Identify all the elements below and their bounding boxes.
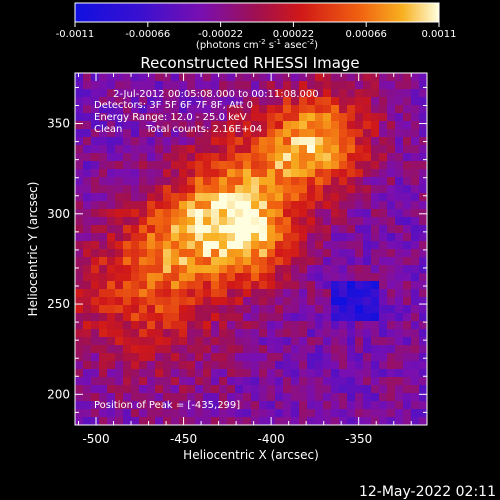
y-tick-label: 200 [47,387,70,401]
x-tick-label: -400 [258,432,285,446]
axis-ticks: -500 -450 -400 -350 200 250 300 350 [47,73,427,446]
colorbar-tick-label: 0.00022 [273,29,314,40]
y-tick-label: 250 [47,297,70,311]
annotation-detectors: Detectors: 3F 5F 6F 7F 8F, Att 0 [94,100,253,111]
annotation-total-counts: Total counts: 2.16E+04 [145,124,262,135]
colorbar-tick-label: -0.00066 [125,29,170,40]
annotation-peak-position: Position of Peak = [-435,299] [94,400,240,411]
colorbar-gradient [74,2,440,23]
annotation-energy-range: Energy Range: 12.0 - 25.0 keV [94,112,247,123]
colorbar-tick-label: 0.0011 [422,29,457,40]
plot-frame [74,72,428,426]
x-axis-label: Heliocentric X (arcsec) [183,448,319,462]
colorbar: -0.0011 -0.00066 -0.00022 0.00022 0.00066 0.0… [56,2,457,51]
x-tick-label: -500 [82,432,109,446]
heatmap-image [75,73,427,425]
colorbar-unit-label: (photons cm-2 s-1 asec-2) [196,38,318,51]
colorbar-tick-label: 0.00066 [346,29,387,40]
colorbar-ticks: -0.0011 -0.00066 -0.00022 0.00022 0.00066 0.0… [56,22,457,40]
chart-title: Reconstructed RHESSI Image [140,54,359,72]
annotation-clean: Clean [94,124,122,135]
annotation-time-range: 2-Jul-2012 00:05:08.000 to 00:11:08.000 [113,89,319,100]
x-tick-label: -350 [345,432,372,446]
y-tick-label: 350 [47,117,70,131]
y-axis-label: Heliocentric Y (arcsec) [26,182,40,317]
x-tick-label: -450 [170,432,197,446]
colorbar-tick-label: -0.00022 [198,29,243,40]
observation-annotations: 2-Jul-2012 00:05:08.000 to 00:11:08.000 … [94,89,319,411]
plot-date: 12-May-2022 02:11 [359,484,496,500]
colorbar-tick-label: -0.0011 [56,29,95,40]
y-tick-label: 300 [47,207,70,221]
